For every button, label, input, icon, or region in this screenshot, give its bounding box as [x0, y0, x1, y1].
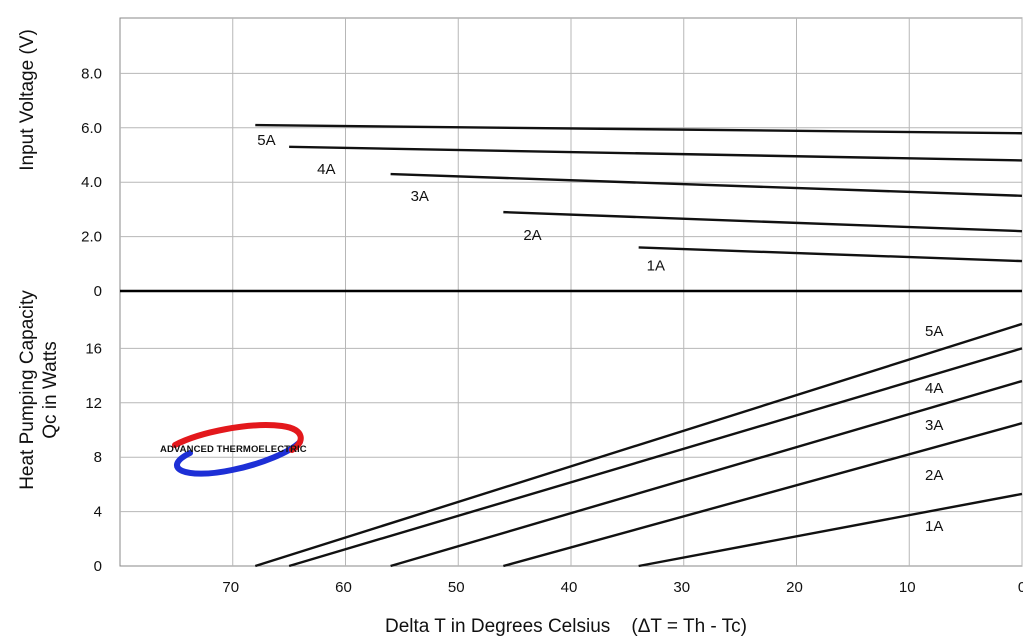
logo-red-swoosh [172, 422, 304, 453]
voltage-line-3a [390, 172, 1023, 197]
capacity-line-4a [288, 347, 1023, 568]
capacity-series-label: 1A [925, 518, 943, 535]
top-y-tick-label: 4.0 [81, 174, 102, 191]
voltage-series-label: 1A [647, 257, 665, 274]
voltage-line-1a [638, 246, 1023, 263]
voltage-line-5a [255, 123, 1023, 135]
x-tick-label: 70 [222, 579, 239, 596]
voltage-line-4a [289, 145, 1023, 162]
voltage-series-label: 5A [257, 132, 275, 149]
capacity-line-3a [390, 379, 1023, 568]
x-tick-label: 30 [673, 579, 690, 596]
bottom-y-tick-label: 0 [94, 558, 102, 575]
labels-layer: 70 60 50 40 30 20 10 0 0 2.0 4.0 6.0 8.0 0 4 8 12 16 5A 4A 3… [81, 65, 1023, 596]
top-y-tick-label: 8.0 [81, 65, 102, 82]
capacity-series-label: 5A [925, 323, 943, 340]
grid-layer [119, 17, 1023, 567]
voltage-series-label: 2A [523, 227, 541, 244]
top-y-tick-label: 6.0 [81, 120, 102, 137]
x-tick-label: 10 [899, 579, 916, 596]
lines-layer [254, 123, 1023, 568]
voltage-line-2a [503, 210, 1023, 233]
voltage-series-label: 3A [411, 188, 429, 205]
capacity-line-1a [638, 492, 1023, 568]
x-tick-label: 50 [448, 579, 465, 596]
x-tick-label: 0 [1018, 579, 1023, 596]
bottom-y-tick-label: 16 [85, 340, 102, 357]
bottom-y-tick-label: 12 [85, 395, 102, 412]
bottom-y-tick-label: 4 [94, 504, 102, 521]
x-axis-title: Delta T in Degrees Celsius (ΔT = Th - Tc… [385, 616, 747, 637]
logo-blue-swoosh [174, 439, 303, 477]
x-tick-label: 20 [786, 579, 803, 596]
bottom-y-axis-title: Heat Pumping Capacity Qc in Watts [17, 290, 61, 490]
capacity-series-label: 3A [925, 417, 943, 434]
top-y-axis-title: Input Voltage (V) [17, 29, 38, 171]
capacity-series-label: 2A [925, 467, 943, 484]
advanced-thermoelectric-logo: ADVANCED THERMOELECTRIC [160, 422, 307, 477]
capacity-series-label: 4A [925, 380, 943, 397]
top-y-tick-label: 0 [94, 283, 102, 300]
top-y-tick-label: 2.0 [81, 229, 102, 246]
x-tick-label: 40 [561, 579, 578, 596]
bottom-y-tick-label: 8 [94, 449, 102, 466]
voltage-series-label: 4A [317, 161, 335, 178]
capacity-line-2a [503, 422, 1023, 568]
logo-text: ADVANCED THERMOELECTRIC [160, 444, 307, 455]
x-tick-label: 60 [335, 579, 352, 596]
capacity-line-5a [254, 322, 1023, 568]
